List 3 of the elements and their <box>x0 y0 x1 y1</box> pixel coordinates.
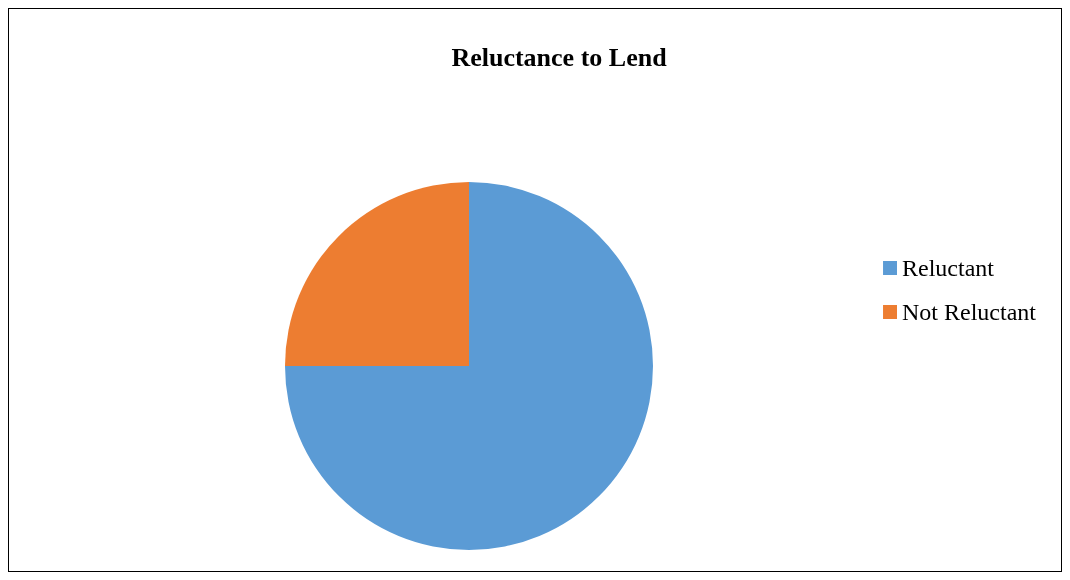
chart-title: Reluctance to Lend <box>451 42 668 72</box>
legend-label: Reluctant <box>902 255 995 281</box>
legend-label: Not Reluctant <box>902 299 1037 325</box>
